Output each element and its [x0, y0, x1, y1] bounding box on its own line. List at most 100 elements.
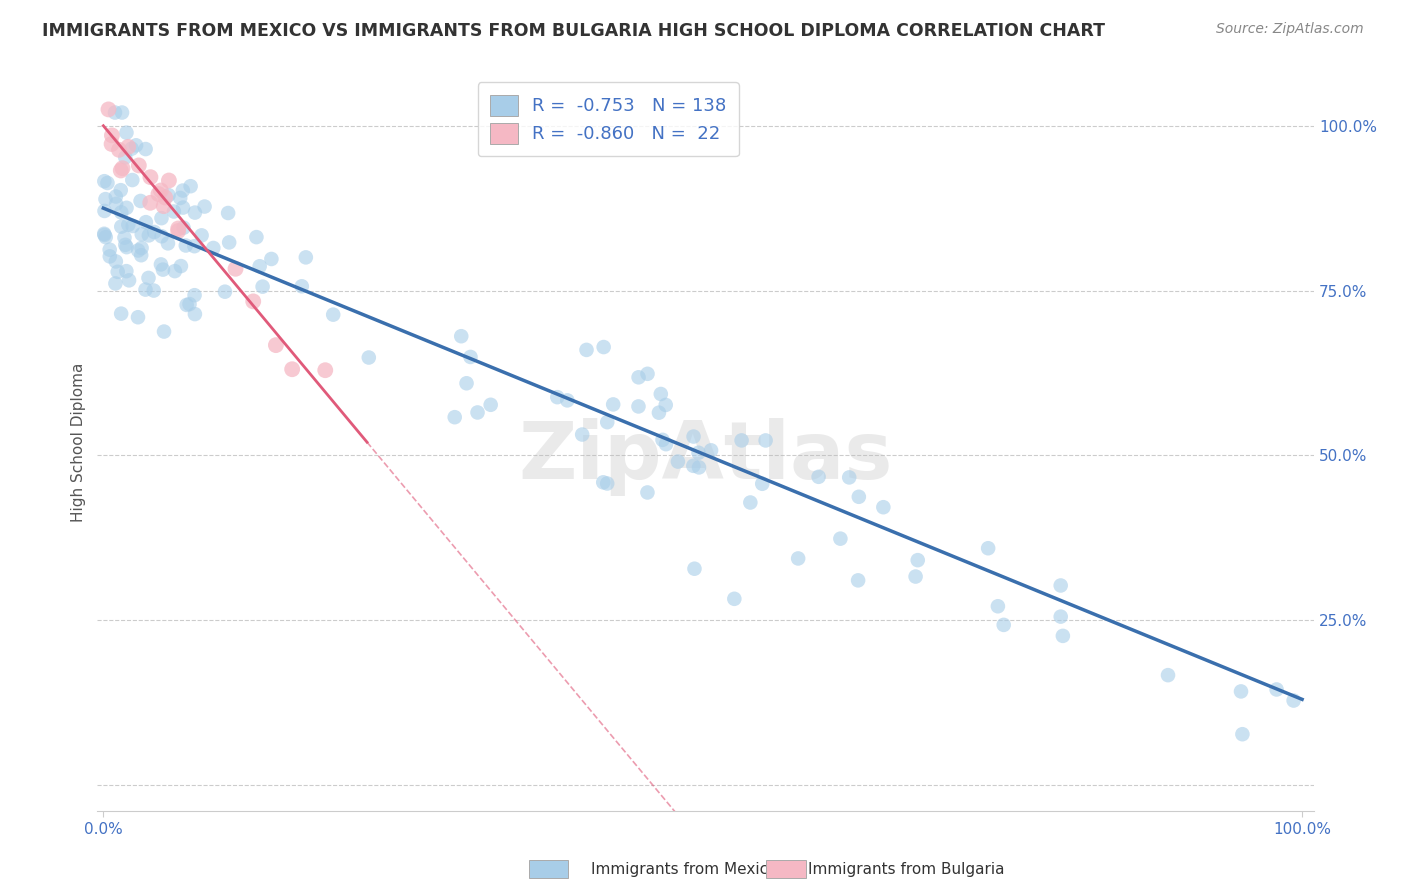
- Point: [94, 192, 117, 206]
- Point: [214, 285, 236, 299]
- Point: [242, 294, 264, 309]
- Point: [138, 228, 160, 243]
- Point: [149, 184, 172, 198]
- Point: [1049, 609, 1071, 624]
- Point: [907, 553, 929, 567]
- Point: [557, 393, 579, 408]
- Point: [163, 264, 186, 278]
- Point: [139, 170, 162, 185]
- Point: [93, 174, 115, 188]
- Point: [128, 158, 150, 172]
- Point: [150, 229, 173, 244]
- Point: [1049, 578, 1071, 592]
- Point: [104, 254, 127, 268]
- Point: [194, 200, 217, 214]
- Point: [110, 163, 132, 178]
- Point: [163, 204, 186, 219]
- Point: [184, 205, 207, 219]
- Point: [125, 138, 148, 153]
- Point: [149, 257, 172, 271]
- Point: [723, 591, 745, 606]
- Point: [96, 176, 118, 190]
- Point: [121, 142, 143, 156]
- Point: [127, 244, 149, 258]
- Point: [170, 259, 193, 273]
- Point: [98, 249, 121, 263]
- Point: [636, 485, 658, 500]
- Point: [110, 205, 132, 219]
- Point: [848, 490, 870, 504]
- Point: [546, 390, 568, 404]
- Point: [180, 179, 202, 194]
- Point: [150, 211, 173, 226]
- Point: [450, 329, 472, 343]
- Text: Immigrants from Bulgaria: Immigrants from Bulgaria: [808, 863, 1005, 877]
- Text: Immigrants from Mexico: Immigrants from Mexico: [591, 863, 778, 877]
- Text: IMMIGRANTS FROM MEXICO VS IMMIGRANTS FROM BULGARIA HIGH SCHOOL DIPLOMA CORRELATI: IMMIGRANTS FROM MEXICO VS IMMIGRANTS FRO…: [42, 22, 1105, 40]
- Point: [987, 599, 1010, 614]
- Point: [651, 433, 673, 447]
- Point: [157, 188, 180, 202]
- Point: [596, 415, 619, 429]
- Point: [153, 325, 176, 339]
- Point: [179, 297, 201, 311]
- Point: [314, 363, 336, 377]
- Point: [131, 241, 153, 255]
- Point: [129, 194, 152, 208]
- Point: [225, 261, 247, 276]
- Point: [110, 307, 132, 321]
- Point: [460, 350, 482, 364]
- Point: [264, 338, 287, 352]
- Point: [688, 446, 710, 460]
- Point: [104, 277, 127, 291]
- Point: [167, 221, 190, 235]
- Point: [249, 259, 271, 273]
- Point: [153, 190, 176, 204]
- Point: [190, 228, 212, 243]
- Point: [101, 128, 124, 143]
- Point: [443, 410, 465, 425]
- Point: [202, 241, 225, 255]
- Point: [682, 429, 704, 443]
- Point: [114, 237, 136, 252]
- Legend: R =  -0.753   N = 138, R =  -0.860   N =  22: R = -0.753 N = 138, R = -0.860 N = 22: [478, 82, 740, 156]
- Point: [655, 437, 678, 451]
- Point: [838, 470, 860, 484]
- Point: [169, 191, 191, 205]
- Point: [456, 376, 478, 391]
- Point: [129, 248, 152, 262]
- Point: [134, 283, 156, 297]
- Point: [142, 284, 165, 298]
- Point: [183, 288, 205, 302]
- Y-axis label: High School Diploma: High School Diploma: [72, 362, 86, 522]
- Point: [627, 400, 650, 414]
- Point: [110, 183, 132, 197]
- Point: [467, 405, 489, 419]
- Point: [730, 434, 752, 448]
- Point: [1232, 727, 1254, 741]
- Point: [108, 143, 131, 157]
- Point: [260, 252, 283, 266]
- Point: [115, 126, 138, 140]
- Point: [655, 398, 678, 412]
- Point: [127, 310, 149, 325]
- Point: [148, 187, 170, 202]
- Point: [252, 279, 274, 293]
- Point: [135, 215, 157, 229]
- Point: [174, 238, 197, 252]
- Point: [479, 398, 502, 412]
- Point: [114, 150, 136, 164]
- Point: [139, 195, 162, 210]
- Point: [666, 454, 689, 468]
- Point: [111, 105, 134, 120]
- Point: [571, 427, 593, 442]
- Point: [121, 173, 143, 187]
- Point: [281, 362, 304, 376]
- Point: [755, 434, 778, 448]
- Point: [218, 235, 240, 250]
- Point: [688, 460, 710, 475]
- Point: [111, 161, 134, 176]
- Point: [93, 227, 115, 242]
- Point: [172, 201, 194, 215]
- Point: [904, 569, 927, 583]
